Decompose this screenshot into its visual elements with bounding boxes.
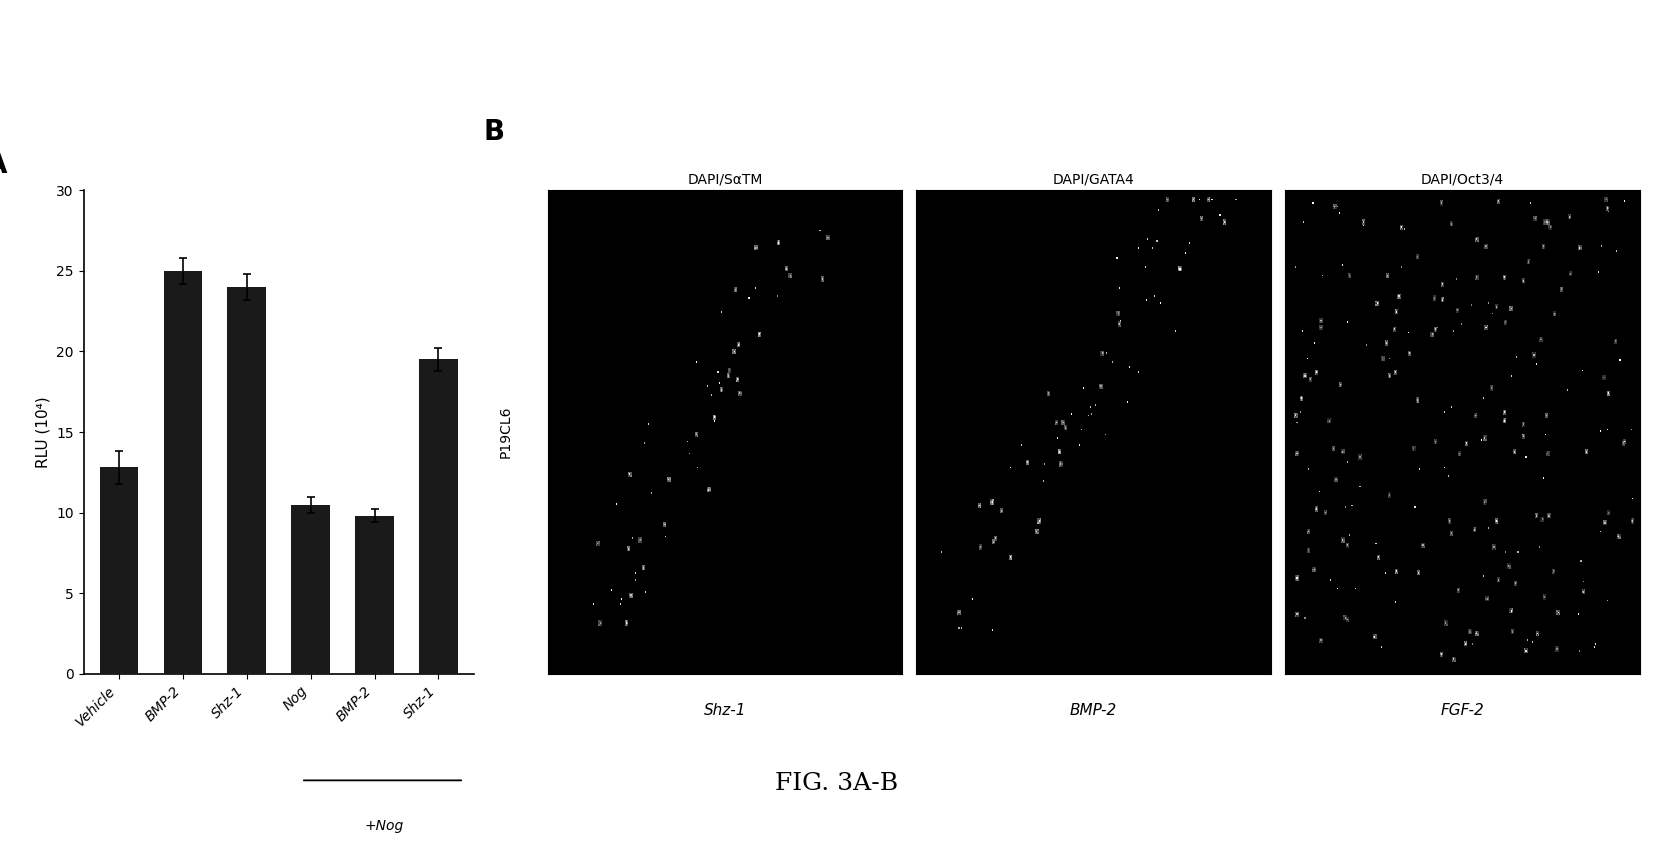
Title: DAPI/GATA4: DAPI/GATA4 [1052, 172, 1134, 186]
Text: P19CL6: P19CL6 [499, 406, 512, 458]
Bar [355, 516, 393, 674]
Text: +Nog: +Nog [365, 819, 403, 833]
Bar [164, 270, 202, 674]
Text: BMP-2: BMP-2 [1071, 703, 1118, 718]
Title: DAPI/SαTM: DAPI/SαTM [688, 172, 763, 186]
Bar [291, 505, 330, 674]
Y-axis label: RLU (10⁴): RLU (10⁴) [35, 397, 50, 467]
Text: FGF-2: FGF-2 [1440, 703, 1484, 718]
Text: B: B [483, 118, 505, 145]
Bar [420, 359, 458, 674]
Text: A: A [0, 151, 8, 180]
Title: DAPI/Oct3/4: DAPI/Oct3/4 [1420, 172, 1504, 186]
Text: Shz-1: Shz-1 [704, 703, 746, 718]
Text: FIG. 3A-B: FIG. 3A-B [775, 772, 898, 795]
Bar [228, 287, 266, 674]
Bar [100, 467, 137, 674]
